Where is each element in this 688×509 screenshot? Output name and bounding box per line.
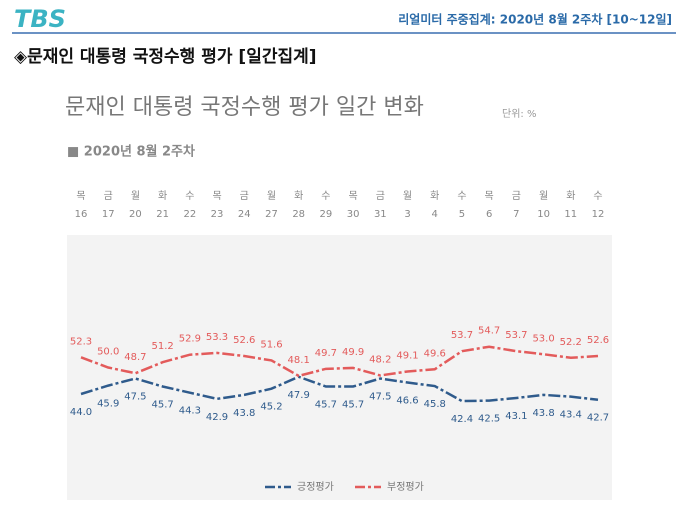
data-label: 45.7 xyxy=(315,399,337,410)
series-line xyxy=(80,345,599,378)
x-tick-label: 23 xyxy=(211,209,224,220)
data-label: 45.7 xyxy=(342,399,364,410)
chart-subtitle: ■ 2020년 8월 2주차 xyxy=(67,144,195,160)
weekday-label: 화 xyxy=(430,190,439,202)
data-label: 49.1 xyxy=(396,350,418,361)
x-tick-label: 10 xyxy=(537,209,550,220)
x-tick-label: 12 xyxy=(592,209,605,220)
x-tick-label: 29 xyxy=(320,209,333,220)
report-label: 리얼미터 주중집계: 2020년 8월 2주차 [10~12일] xyxy=(398,12,672,27)
legend-label: 부정평가 xyxy=(387,481,424,493)
weekday-label: 금 xyxy=(240,190,249,202)
x-tick-label: 24 xyxy=(238,209,251,220)
weekday-label: 월 xyxy=(267,190,276,202)
weekday-label: 금 xyxy=(104,190,113,202)
x-tick-label: 21 xyxy=(156,209,169,220)
weekday-label: 화 xyxy=(566,190,575,202)
data-label: 48.7 xyxy=(124,352,146,363)
weekday-label: 화 xyxy=(294,190,303,202)
x-tick-label: 17 xyxy=(102,209,115,220)
data-label: 53.7 xyxy=(505,330,527,341)
x-tick-label: 27 xyxy=(265,209,278,220)
data-label: 42.7 xyxy=(587,413,609,424)
data-label: 48.2 xyxy=(369,354,391,365)
weekday-label: 목 xyxy=(76,190,85,202)
data-label: 50.0 xyxy=(97,347,119,358)
weekday-label: 금 xyxy=(376,190,385,202)
data-label: 49.6 xyxy=(424,348,446,359)
data-label: 42.9 xyxy=(206,412,228,423)
data-label: 42.5 xyxy=(478,414,500,425)
data-label: 43.8 xyxy=(233,408,255,419)
data-label: 52.6 xyxy=(587,335,609,346)
data-label: 51.6 xyxy=(260,339,282,350)
data-label: 46.6 xyxy=(396,396,418,407)
data-label: 43.8 xyxy=(532,408,554,419)
weekday-label: 월 xyxy=(539,190,548,202)
data-label: 51.2 xyxy=(151,341,173,352)
x-tick-label: 11 xyxy=(564,209,577,220)
logo: TBS xyxy=(14,5,66,33)
data-label: 54.7 xyxy=(478,326,500,337)
data-label: 47.5 xyxy=(124,392,146,403)
chart-title: 문재인 대통령 국정수행 평가 일간 변화 xyxy=(65,95,424,120)
x-tick-label: 4 xyxy=(432,209,438,220)
data-label: 43.1 xyxy=(505,411,527,422)
data-label: 52.3 xyxy=(70,336,92,347)
data-label: 45.8 xyxy=(424,399,446,410)
x-tick-label: 5 xyxy=(459,209,465,220)
data-label: 42.4 xyxy=(451,414,473,425)
data-label: 45.9 xyxy=(97,399,119,410)
unit-label: 단위: % xyxy=(502,107,536,120)
weekday-label: 월 xyxy=(131,190,140,202)
data-label: 48.1 xyxy=(288,355,310,366)
data-label: 44.3 xyxy=(179,406,201,417)
weekday-label: 수 xyxy=(457,190,466,202)
x-tick-label: 31 xyxy=(374,209,387,220)
weekday-label: 목 xyxy=(212,190,221,202)
weekday-label: 금 xyxy=(512,190,521,202)
data-label: 47.5 xyxy=(369,392,391,403)
weekday-label: 화 xyxy=(158,190,167,202)
weekday-label: 목 xyxy=(485,190,494,202)
data-label: 45.2 xyxy=(260,402,282,413)
x-tick-label: 3 xyxy=(404,209,410,220)
data-label: 45.7 xyxy=(151,399,173,410)
heading: ◈문재인 대통령 국정수행 평가 [일간집계] xyxy=(14,46,317,67)
x-tick-label: 22 xyxy=(183,209,196,220)
x-tick-label: 28 xyxy=(292,209,305,220)
x-tick-label: 20 xyxy=(129,209,142,220)
data-label: 53.0 xyxy=(532,333,554,344)
x-tick-label: 16 xyxy=(75,209,88,220)
data-label: 52.6 xyxy=(233,335,255,346)
data-label: 47.9 xyxy=(288,390,310,401)
x-tick-label: 7 xyxy=(513,209,519,220)
weekday-label: 수 xyxy=(185,190,194,202)
weekday-label: 수 xyxy=(321,190,330,202)
weekday-label: 수 xyxy=(593,190,602,202)
data-label: 52.9 xyxy=(179,334,201,345)
weekday-label: 목 xyxy=(349,190,358,202)
data-label: 49.9 xyxy=(342,347,364,358)
data-label: 53.7 xyxy=(451,330,473,341)
weekday-label: 월 xyxy=(403,190,412,202)
data-label: 52.2 xyxy=(560,337,582,348)
series-line xyxy=(80,375,599,403)
legend-label: 긍정평가 xyxy=(297,481,334,493)
x-tick-label: 30 xyxy=(347,209,360,220)
data-label: 44.0 xyxy=(70,407,92,418)
x-tick-label: 6 xyxy=(486,209,492,220)
data-label: 53.3 xyxy=(206,332,228,343)
data-label: 43.4 xyxy=(560,410,582,421)
data-label: 49.7 xyxy=(315,348,337,359)
